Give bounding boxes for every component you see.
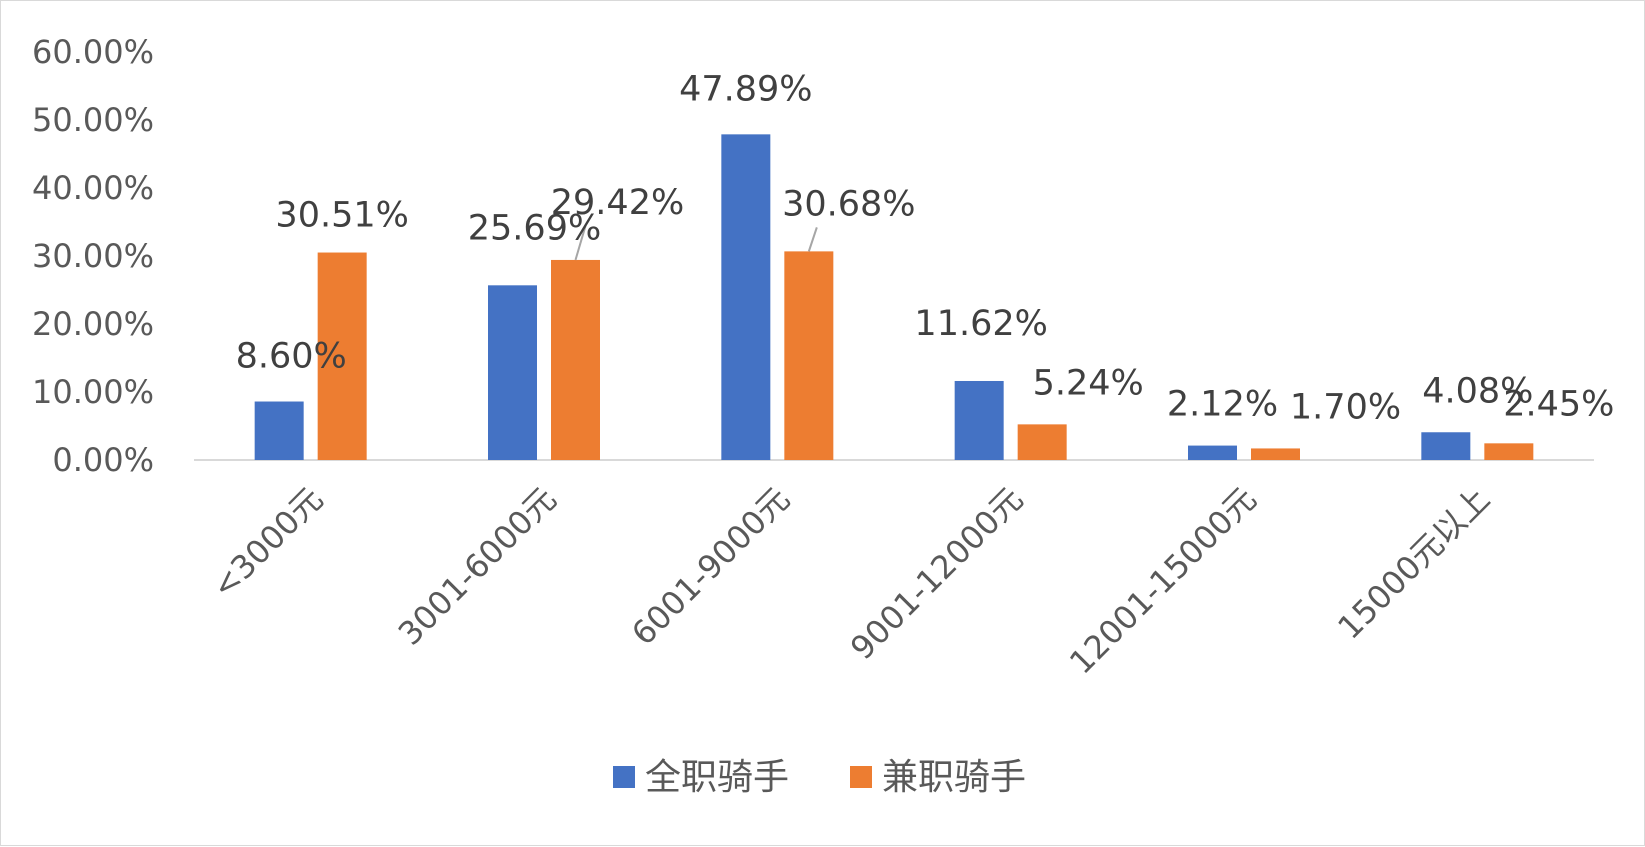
legend: 全职骑手 兼职骑手 (613, 757, 1026, 798)
legend-swatch (613, 766, 635, 788)
data-label: 1.70% (1290, 387, 1401, 427)
x-axis-category-labels: <3000元 3001-6000元 6001-9000元 9001-12000元 120… (204, 480, 1497, 682)
x-tick-label: <3000元 (204, 480, 330, 606)
data-label: 25.69% (468, 208, 601, 248)
bar-fulltime (1188, 445, 1237, 460)
x-tick-label: 9001-12000元 (843, 480, 1030, 667)
bars (254, 134, 1534, 460)
data-label: 11.62% (914, 304, 1047, 344)
y-tick-label: 10.00% (32, 373, 154, 411)
y-tick-label: 30.00% (32, 237, 154, 275)
x-tick-label: 6001-9000元 (624, 480, 797, 653)
data-label: 47.89% (679, 69, 812, 109)
leader-line (807, 227, 818, 252)
data-label: 30.51% (275, 196, 408, 236)
x-tick-label: 15000元以上 (1330, 480, 1497, 647)
bar-parttime (784, 251, 834, 460)
data-label: 30.68% (782, 184, 915, 224)
data-label: 2.45% (1503, 384, 1614, 424)
y-tick-label: 40.00% (32, 169, 154, 207)
bar-parttime (317, 252, 367, 460)
bar-parttime (1251, 448, 1300, 460)
legend-swatch (850, 766, 872, 788)
data-labels: 8.60% 25.69% 47.89% 11.62% 2.12% 4.08% 30.51% 2… (236, 69, 1615, 427)
legend-label: 兼职骑手 (882, 757, 1026, 798)
leader-line (574, 225, 587, 261)
data-label: 8.60% (236, 337, 347, 377)
data-label: 2.12% (1167, 385, 1278, 425)
y-tick-label: 60.00% (32, 33, 154, 71)
bar-fulltime (721, 134, 771, 460)
x-tick-label: 12001-15000元 (1062, 480, 1264, 682)
bar-parttime (1484, 443, 1534, 460)
bar-fulltime (488, 285, 537, 460)
data-label: 29.42% (551, 183, 684, 223)
y-tick-label: 50.00% (32, 101, 154, 139)
legend-label: 全职骑手 (645, 757, 789, 798)
label-leader-lines (574, 225, 818, 261)
x-tick-label: 3001-6000元 (391, 480, 564, 653)
y-axis-ticks: 0.00% 10.00% 20.00% 30.00% 40.00% 50.00% 60.00… (32, 33, 154, 479)
bar-fulltime (954, 380, 1004, 460)
y-tick-label: 0.00% (52, 441, 154, 479)
bar-fulltime (1421, 432, 1471, 460)
bar-fulltime (254, 401, 304, 460)
y-tick-label: 20.00% (32, 305, 154, 343)
data-label: 4.08% (1422, 371, 1533, 411)
data-label: 5.24% (1033, 363, 1144, 403)
bar-parttime (551, 259, 600, 460)
bar-parttime (1017, 424, 1067, 460)
